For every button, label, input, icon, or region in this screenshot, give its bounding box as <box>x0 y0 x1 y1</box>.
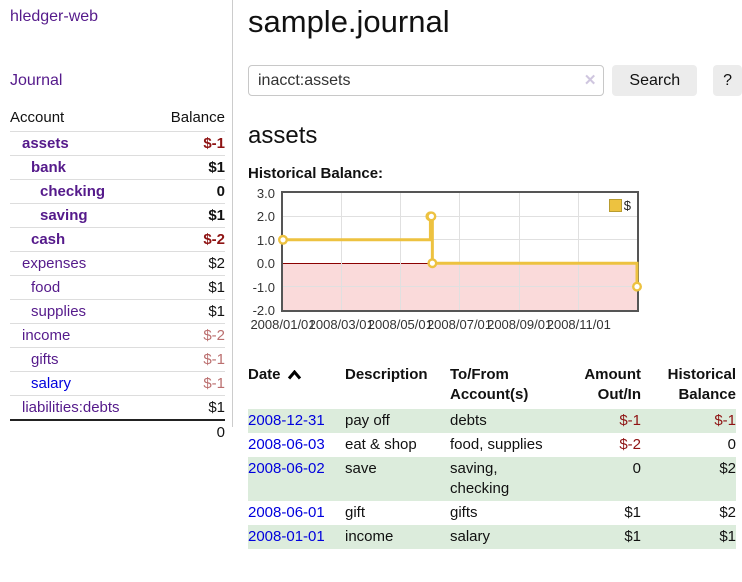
balance-column-header: Historical Balance <box>667 366 736 403</box>
transaction-description: save <box>345 460 377 477</box>
account-balance: $-1 <box>153 347 225 372</box>
transaction-row: 2008-06-03 eat & shop food, supplies $-2… <box>248 433 736 457</box>
sidebar-item-journal[interactable]: Journal <box>10 72 63 89</box>
chart-x-axis: 2008/01/01 2008/03/01 2008/05/01 2008/07/01… <box>250 317 611 332</box>
description-column-header: Description <box>345 366 428 383</box>
account-row: food $1 <box>10 275 225 300</box>
sidebar-item-gifts[interactable]: gifts <box>31 351 59 368</box>
search-input[interactable] <box>248 65 605 96</box>
sidebar-item-saving[interactable]: saving <box>40 207 88 224</box>
main-content: sample.journal ✕ Search ? assets Histori… <box>248 0 742 549</box>
date-column-header[interactable]: Date <box>248 363 345 409</box>
search-form: ✕ Search ? <box>248 65 742 96</box>
account-balance: $-2 <box>153 323 225 348</box>
sidebar-item-cash[interactable]: cash <box>31 231 66 248</box>
transaction-amount: $-1 <box>619 412 641 429</box>
chart-y-axis: 3.0 2.0 1.0 0.0 -1.0 -2.0 <box>252 186 275 318</box>
transaction-date-link[interactable]: 2008-06-01 <box>248 504 325 521</box>
transaction-description: income <box>345 528 394 545</box>
help-button[interactable]: ? <box>713 65 742 96</box>
account-row: cash $-2 <box>10 227 225 252</box>
transaction-date-link[interactable]: 2008-06-02 <box>248 460 325 477</box>
transaction-accounts: salary <box>450 528 491 545</box>
transaction-date-link[interactable]: 2008-12-31 <box>248 412 325 429</box>
transaction-date-link[interactable]: 2008-01-01 <box>248 528 325 545</box>
account-row: salary $-1 <box>10 371 225 396</box>
chart-title: Historical Balance: <box>248 165 384 182</box>
account-balance: $-1 <box>153 371 225 396</box>
account-row: bank $1 <box>10 155 225 180</box>
sidebar-item-liabilities-debts[interactable]: liabilities:debts <box>22 399 120 416</box>
transaction-amount: $-2 <box>619 436 641 453</box>
transaction-row: 2008-01-01 income salary $1 $1 <box>248 525 736 549</box>
accounts-table: Account Balance assets $-1 bank $1 checkin… <box>10 109 225 444</box>
total-row: 0 <box>10 419 225 444</box>
transaction-balance: 0 <box>727 436 736 453</box>
transaction-accounts: saving, checking <box>450 460 510 497</box>
total-balance: 0 <box>153 419 225 444</box>
sort-ascending-icon <box>287 366 302 386</box>
account-balance: $1 <box>153 275 225 300</box>
account-balance: $1 <box>153 395 225 420</box>
transaction-balance: $1 <box>719 528 736 545</box>
account-balance: $1 <box>153 299 225 324</box>
account-row: liabilities:debts $1 <box>10 395 225 420</box>
search-button[interactable]: Search <box>612 65 698 96</box>
legend-swatch-icon <box>608 199 622 212</box>
account-row: saving $1 <box>10 203 225 228</box>
sidebar-item-salary[interactable]: salary <box>31 375 72 392</box>
legend-label: $ <box>623 198 631 213</box>
account-column-header: Account <box>10 109 65 126</box>
transaction-accounts: gifts <box>450 504 478 521</box>
transaction-description: pay off <box>345 412 390 429</box>
account-row: gifts $-1 <box>10 347 225 372</box>
transaction-description: eat & shop <box>345 436 417 453</box>
amount-column-header: Amount Out/In <box>584 366 641 403</box>
transaction-balance: $2 <box>719 460 736 477</box>
transaction-accounts: debts <box>450 412 487 429</box>
chart-plot-area: $ <box>278 191 643 312</box>
account-balance: $1 <box>153 203 225 228</box>
transaction-accounts: food, supplies <box>450 436 543 453</box>
account-balance: 0 <box>153 179 225 204</box>
transaction-row: 2008-12-31 pay off debts $-1 $-1 <box>248 409 736 433</box>
sidebar-item-income[interactable]: income <box>22 327 71 344</box>
clear-search-icon[interactable]: ✕ <box>583 72 597 89</box>
sidebar-item-supplies[interactable]: supplies <box>31 303 87 320</box>
brand-link[interactable]: hledger-web <box>10 8 99 25</box>
transaction-balance: $-1 <box>714 412 736 429</box>
account-row: income $-2 <box>10 323 225 348</box>
sidebar-item-food[interactable]: food <box>31 279 61 296</box>
transaction-row: 2008-06-01 gift gifts $1 $2 <box>248 501 736 525</box>
transaction-amount: $1 <box>624 528 641 545</box>
transaction-date-link[interactable]: 2008-06-03 <box>248 436 325 453</box>
sidebar-item-assets[interactable]: assets <box>22 135 69 152</box>
section-title: assets <box>248 122 318 149</box>
transaction-balance: $2 <box>719 504 736 521</box>
historical-balance-chart: 3.0 2.0 1.0 0.0 -1.0 -2.0 $ 2008/01/01 2008/03… <box>248 186 742 341</box>
account-balance: $2 <box>153 251 225 276</box>
transaction-row: 2008-06-02 save saving, checking 0 $2 <box>248 457 736 501</box>
sidebar: hledger-web Journal Account Balance asse… <box>0 0 233 444</box>
sidebar-item-expenses[interactable]: expenses <box>22 255 87 272</box>
accounts-column-header: To/From Account(s) <box>450 366 529 403</box>
transactions-table: Date Description To/From Account(s) Amou… <box>248 363 736 549</box>
account-balance: $-2 <box>153 227 225 252</box>
transaction-amount: 0 <box>632 460 641 477</box>
account-row: expenses $2 <box>10 251 225 276</box>
account-row: checking 0 <box>10 179 225 204</box>
transaction-amount: $1 <box>624 504 641 521</box>
balance-column-header: Balance <box>170 109 225 126</box>
account-balance: $-1 <box>153 131 225 156</box>
chart-legend: $ <box>608 198 631 213</box>
account-row: assets $-1 <box>10 131 225 156</box>
account-balance: $1 <box>153 155 225 180</box>
sidebar-item-bank[interactable]: bank <box>31 159 67 176</box>
page-title: sample.journal <box>248 4 450 39</box>
transaction-description: gift <box>345 504 366 521</box>
account-row: supplies $1 <box>10 299 225 324</box>
sidebar-item-checking[interactable]: checking <box>40 183 106 200</box>
